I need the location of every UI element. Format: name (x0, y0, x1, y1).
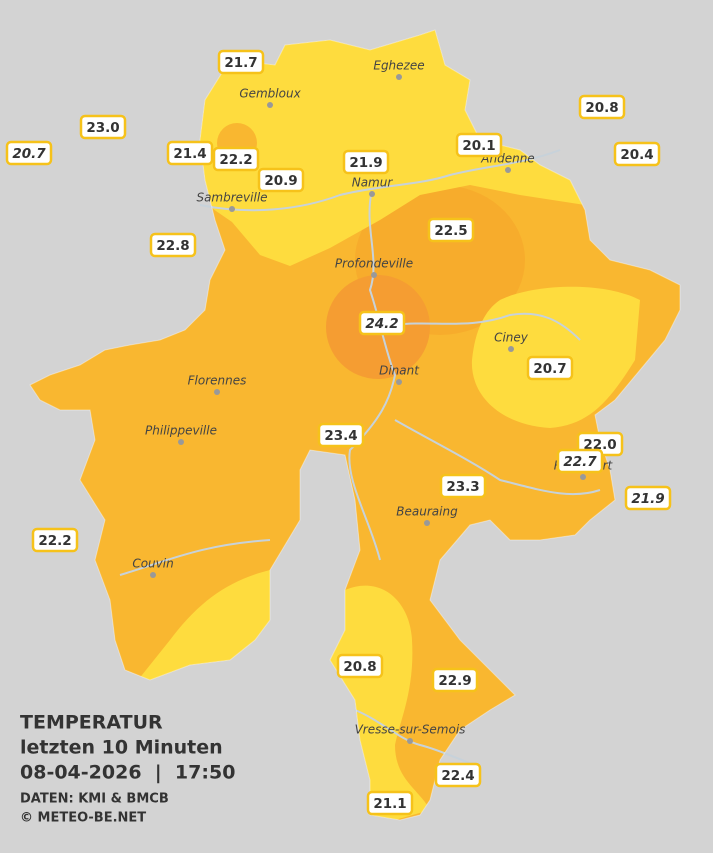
station-box (556, 448, 604, 474)
station-box (317, 422, 365, 448)
city-dot (178, 439, 184, 445)
river (354, 709, 476, 766)
station-temp: 22.4 (441, 768, 474, 784)
station-temp: 22.8 (156, 238, 189, 254)
river (119, 539, 271, 576)
city-dot (150, 572, 156, 578)
city-label: Beauraing (396, 505, 458, 519)
station-temp: 20.8 (585, 100, 618, 116)
station-box (434, 762, 482, 788)
city-label: Couvin (132, 557, 173, 571)
city-label: Profondeville (335, 257, 413, 271)
station-temp: 20.8 (343, 659, 376, 675)
station-temp: 23.3 (446, 479, 479, 495)
city-label: Vresse-sur-Semois (355, 723, 466, 737)
station-box (166, 140, 214, 166)
city-label: Eghezee (373, 59, 424, 73)
city-label: Philippeville (145, 424, 217, 438)
river (394, 312, 581, 341)
station-box (578, 94, 626, 120)
station-temp: 21.4 (173, 146, 206, 162)
city-label: Namur (352, 176, 394, 190)
source: DATEN: KMI & BMCB (20, 792, 169, 807)
station-temp: 22.7 (563, 454, 597, 470)
city-dot (371, 272, 377, 278)
station-box (212, 146, 260, 172)
stations: 21.7 23.0 20.7 21.4 22.2 20.9 21.9 20.1 20.8 20.4… (5, 49, 672, 816)
station-box (358, 310, 406, 336)
station-box (455, 132, 503, 158)
city-dot (580, 474, 586, 480)
rivers (119, 149, 601, 766)
station-box (366, 790, 414, 816)
city-dot (229, 206, 235, 212)
city-dot (396, 74, 402, 80)
datetime: 08-04-2026 | 17:50 (20, 762, 235, 784)
city-label: Florennes (188, 374, 247, 388)
station-temp: 24.2 (365, 316, 398, 332)
river (394, 419, 601, 496)
station-temp: 21.9 (349, 155, 382, 171)
city-dot (369, 191, 375, 197)
station-box (342, 149, 390, 175)
station-temp: 20.7 (533, 361, 566, 377)
city-dot (407, 738, 413, 744)
city-dot (508, 346, 514, 352)
city-dot (214, 389, 220, 395)
city-dot (396, 379, 402, 385)
city-label: Dinant (379, 364, 420, 378)
city-label: Gembloux (239, 87, 301, 101)
station-temp: 23.4 (324, 428, 357, 444)
city-dot (267, 102, 273, 108)
copyright: © METEO-BE.NET (20, 811, 146, 826)
station-box (624, 485, 672, 511)
city-label: Sambreville (196, 191, 267, 205)
station-box (79, 114, 127, 140)
river (199, 149, 561, 212)
city-label: Ciney (494, 331, 529, 345)
station-temp: 20.1 (462, 138, 495, 154)
period: letzten 10 Minuten (20, 737, 223, 759)
station-box (5, 140, 53, 166)
station-box (31, 527, 79, 553)
river (348, 194, 397, 561)
station-temp: 21.1 (373, 796, 406, 812)
station-temp: 22.2 (38, 533, 71, 549)
station-temp: 20.7 (12, 146, 46, 162)
station-box (431, 667, 479, 693)
station-temp: 23.0 (86, 120, 119, 136)
station-box (257, 167, 305, 193)
station-box (336, 653, 384, 679)
station-box (526, 355, 574, 381)
city-dot (424, 520, 430, 526)
station-temp: 21.7 (224, 55, 257, 71)
station-temp: 22.9 (438, 673, 471, 689)
station-temp: 22.5 (434, 223, 467, 239)
station-temp: 22.2 (219, 152, 252, 168)
station-box (613, 141, 661, 167)
station-box (439, 473, 487, 499)
station-temp: 21.9 (631, 491, 664, 507)
station-temp: 20.9 (264, 173, 297, 189)
title: TEMPERATUR (20, 712, 163, 734)
station-box (217, 49, 265, 75)
station-box (149, 232, 197, 258)
station-temp: 20.4 (620, 147, 653, 163)
station-box (427, 217, 475, 243)
city-dot (505, 167, 511, 173)
